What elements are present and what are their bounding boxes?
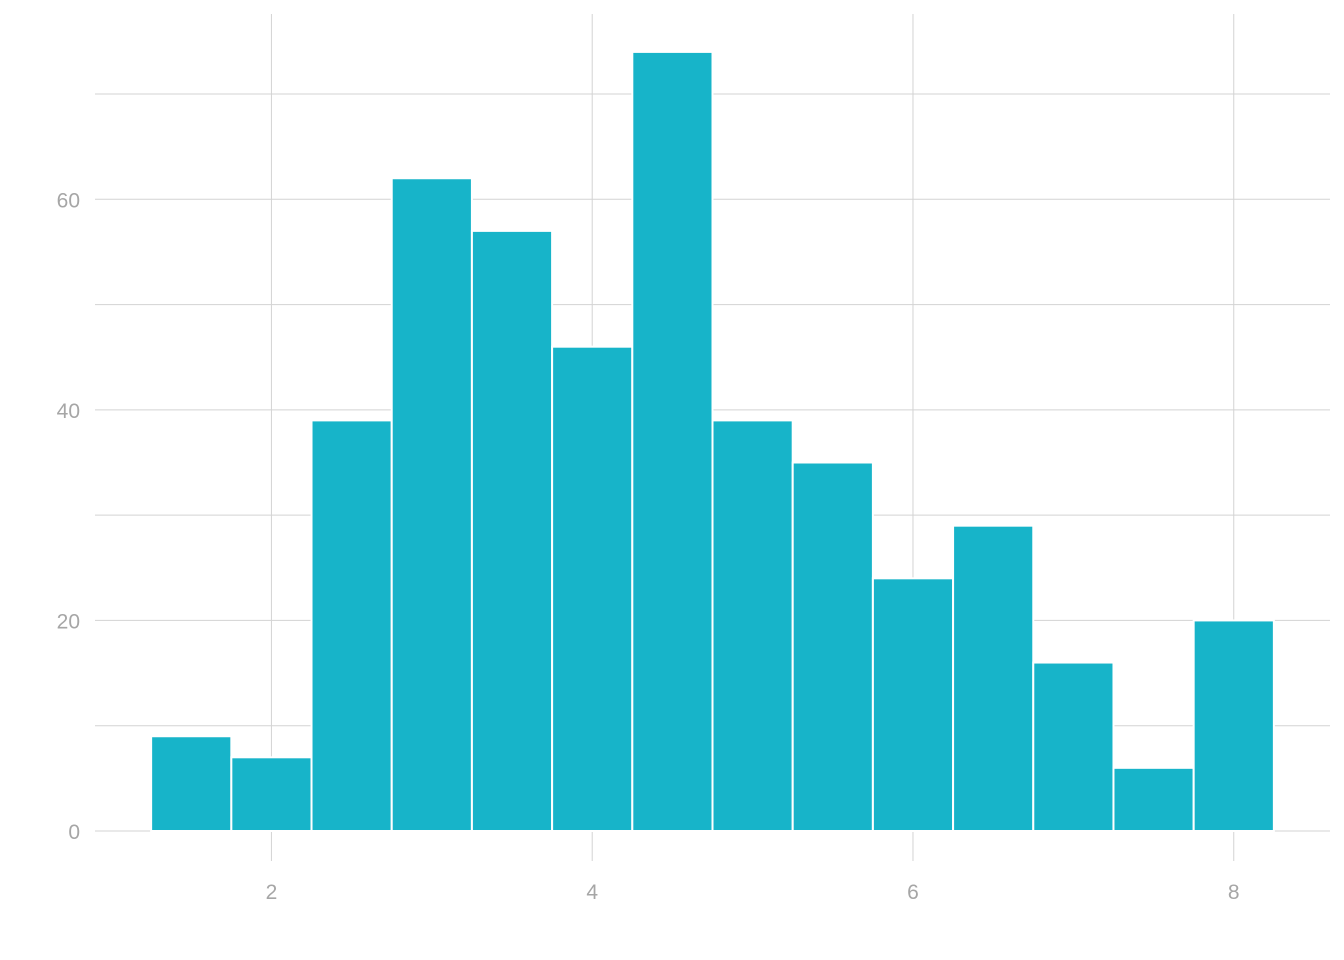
histogram-bar	[390, 177, 473, 833]
x-axis-ticks: 2 4 6 8	[266, 881, 1240, 904]
histogram-bar	[1192, 619, 1275, 832]
x-tick-label: 4	[586, 881, 598, 904]
histogram-bar	[310, 419, 393, 832]
histogram-bar	[952, 524, 1035, 833]
histogram-bars	[150, 50, 1275, 833]
histogram-bar	[791, 461, 874, 832]
histogram-bar	[1032, 661, 1115, 832]
histogram-bar	[711, 419, 794, 832]
x-tick-label: 6	[907, 881, 919, 904]
x-tick-label: 2	[266, 881, 278, 904]
histogram-bar	[871, 577, 955, 832]
y-tick-label: 60	[57, 189, 80, 212]
histogram-bar	[150, 735, 233, 833]
histogram-bar	[551, 345, 634, 832]
y-axis-ticks: 0 20 40 60	[57, 189, 80, 844]
y-tick-label: 0	[68, 821, 80, 844]
y-tick-label: 20	[57, 610, 80, 633]
histogram-bar	[631, 50, 714, 833]
y-tick-label: 40	[57, 400, 80, 423]
x-tick-label: 8	[1228, 881, 1240, 904]
histogram-bar	[470, 229, 554, 832]
histogram-bar	[1112, 766, 1195, 832]
histogram-bar	[230, 756, 313, 833]
